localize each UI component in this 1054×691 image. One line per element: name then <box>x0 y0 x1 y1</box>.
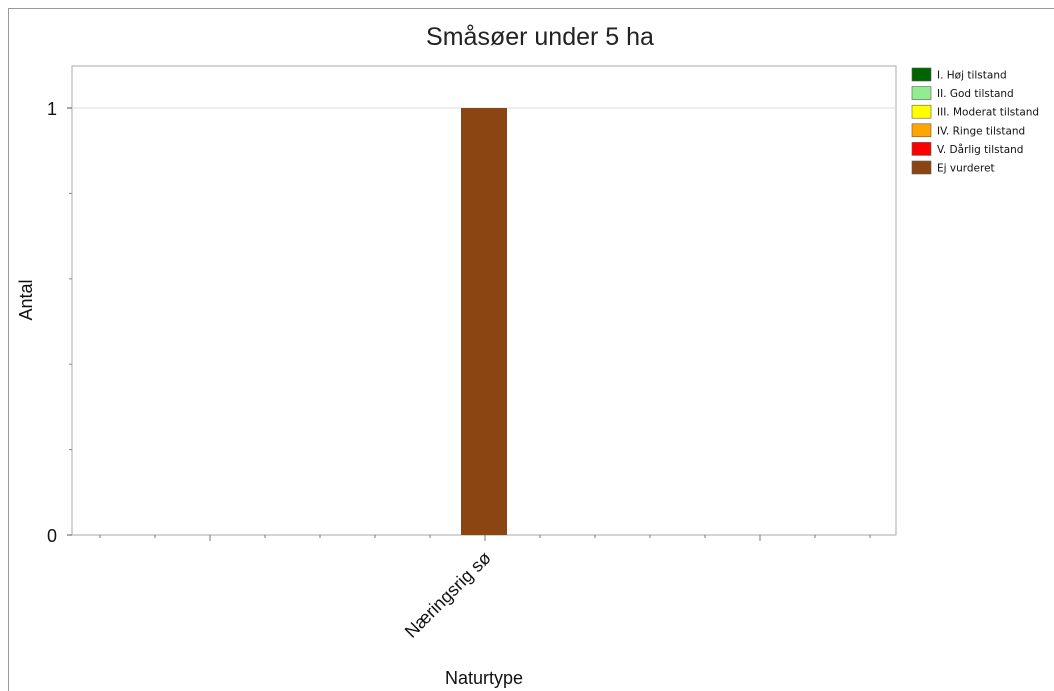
bar-ej-vurderet <box>461 108 507 535</box>
legend-swatch <box>911 86 932 100</box>
legend-label: II. God tilstand <box>937 88 1014 100</box>
legend-swatch <box>911 67 932 82</box>
y-axis-title: Antal <box>16 279 36 320</box>
legend-swatch <box>911 142 932 156</box>
legend-swatch <box>911 104 932 119</box>
legend-label: IV. Ringe tilstand <box>937 125 1025 137</box>
legend-label: V. Dårlig tilstand <box>937 143 1023 156</box>
x-category-label: Næringsrig sø <box>401 548 495 642</box>
legend-swatch <box>911 160 932 175</box>
legend-swatch <box>911 123 932 138</box>
y-tick-label: 1 <box>47 99 57 119</box>
y-tick-label: 0 <box>47 526 57 546</box>
x-tick-labels: Næringsrig sø <box>401 548 495 642</box>
legend-label: I. Høj tilstand <box>937 70 1007 82</box>
bars <box>461 108 507 535</box>
legend-label: Ej vurderet <box>937 163 995 175</box>
legend: I. Høj tilstand II. God tilstand III. Mode… <box>911 67 1039 175</box>
y-minor-ticks <box>69 192 72 451</box>
x-axis-title: Naturtype <box>445 668 523 688</box>
legend-label: III. Moderat tilstand <box>937 107 1039 119</box>
x-minor-ticks <box>99 535 871 541</box>
chart-title: Småsøer under 5 ha <box>426 23 654 51</box>
y-tick-labels: 01 <box>47 99 72 546</box>
